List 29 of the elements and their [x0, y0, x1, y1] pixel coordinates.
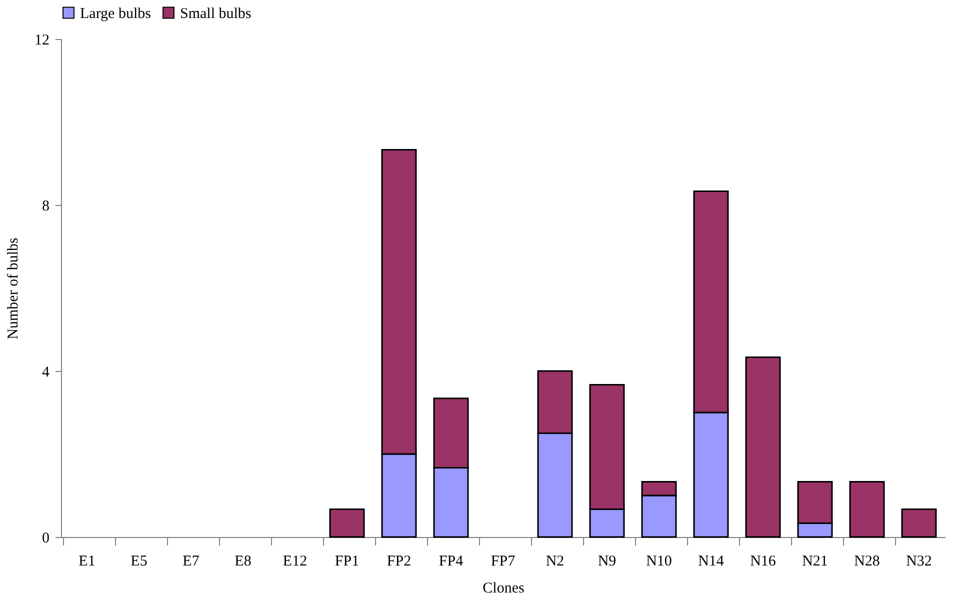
x-tick-label: E1 — [78, 554, 96, 570]
x-tick-label: FP2 — [386, 554, 412, 570]
x-tick-label: E8 — [234, 554, 252, 570]
y-tick-label: 8 — [42, 198, 50, 214]
x-tick-label: N9 — [598, 554, 616, 570]
x-tick-label: N21 — [802, 554, 828, 570]
legend-label: Large bulbs — [80, 6, 152, 22]
x-tick-label: FP1 — [334, 554, 360, 570]
y-tick-label: 12 — [34, 32, 50, 48]
x-tick-label: E5 — [130, 554, 148, 570]
x-axis-title: Clones — [482, 580, 524, 596]
x-tick-label: N32 — [906, 554, 932, 570]
y-tick-label: 4 — [42, 364, 50, 380]
bar — [849, 481, 885, 538]
x-tick-label: N16 — [750, 554, 776, 570]
x-tick-label: E12 — [282, 554, 308, 570]
x-tick-label: N14 — [698, 554, 724, 570]
bar — [745, 356, 781, 538]
legend-label: Small bulbs — [180, 6, 252, 22]
x-tick-label: E7 — [182, 554, 200, 570]
y-axis-title: Number of bulbs — [6, 238, 22, 340]
x-tick-label: FP7 — [490, 554, 516, 570]
bar — [329, 508, 365, 538]
x-tick-label: N2 — [546, 554, 564, 570]
x-tick-label: N10 — [646, 554, 672, 570]
x-tick-label: N28 — [854, 554, 880, 570]
y-tick-label: 0 — [42, 530, 50, 546]
bar — [901, 508, 937, 538]
x-tick-label: FP4 — [438, 554, 464, 570]
